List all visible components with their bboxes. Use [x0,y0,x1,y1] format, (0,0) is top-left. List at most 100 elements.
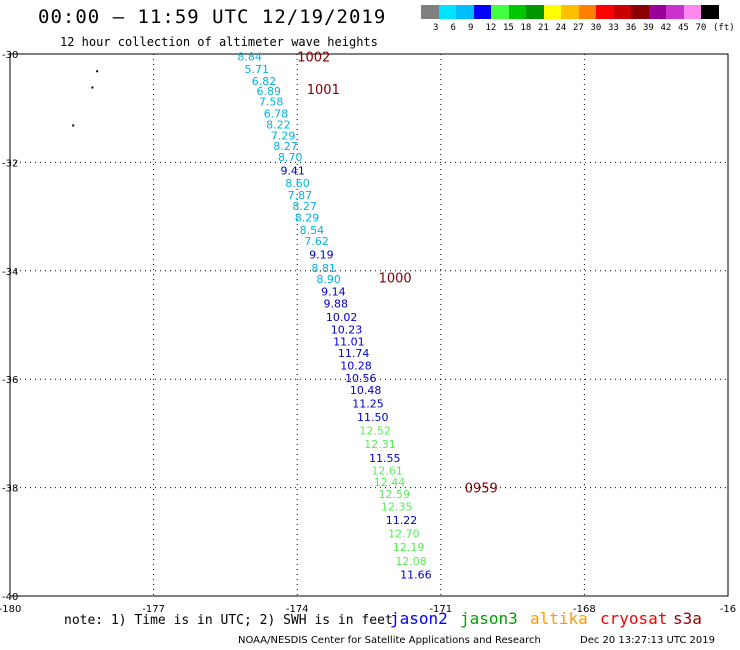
legend-swatch [561,5,579,19]
wave-height-label: 10.28 [340,360,372,373]
wave-height-label: 6.78 [264,108,289,121]
wave-height-label: 11.01 [333,335,365,348]
latitude-tick-label: -36 [2,375,18,386]
satellite-altika-label: altika [530,609,588,628]
legend-swatches [421,5,719,19]
page-subtitle: 12 hour collection of altimeter wave hei… [60,35,378,49]
legend-label: 70 [695,23,707,33]
generated-timestamp: Dec 20 13:27:13 UTC 2019 [580,635,715,646]
wave-height-label: 8.70 [278,151,303,164]
wave-height-label: 10.48 [350,384,382,397]
latitude-tick-label: -40 [2,592,18,603]
wave-height-label: 8.90 [316,273,341,286]
wave-height-label: 8.54 [300,224,325,237]
legend-label: 33 [608,23,619,33]
color-legend: 3 6 9 12 15 18 21 24 27 30 33 36 39 42 45 70 (ft) [421,5,735,33]
wave-height-label: 12.70 [388,528,420,541]
satellite-s3a-label: s3a [673,609,702,628]
wave-height-label: 10.56 [345,372,377,385]
island-mark [72,124,75,127]
legend-swatch [491,5,509,19]
wave-height-label: 11.25 [352,398,384,411]
wave-height-label: 5.71 [245,63,270,76]
pressure-label: 1002 [297,51,330,66]
legend-swatch [631,5,649,19]
wave-height-label: 9.19 [309,249,334,262]
wave-height-label: 12.61 [371,464,403,477]
map-frame [9,53,729,597]
wave-height-label: 8.60 [285,177,310,190]
legend-label: 42 [660,23,672,33]
satellite-jason2-label: jason2 [390,609,448,628]
legend-label: 30 [590,23,602,33]
longitude-tick-label: -16 [720,604,736,615]
legend-label: (ft) [713,23,735,33]
wave-height-label: 12.44 [374,476,406,489]
pressure-label: 1001 [307,83,340,98]
legend-swatch [421,5,439,19]
longitude-tick-label: -168 [573,604,596,615]
latitude-tick-label: -32 [2,158,18,169]
credit-text: NOAA/NESDIS Center for Satellite Applica… [238,635,541,646]
wave-height-label: 9.41 [280,165,305,178]
wave-height-label: 12.35 [381,501,413,514]
legend-swatch [456,5,474,19]
island-mark [96,70,99,73]
footer-note: note: 1) Time is in UTC; 2) SWH is in fe… [64,613,393,628]
legend-label: 24 [555,23,567,33]
legend-swatch [508,5,526,19]
wave-height-label: 12.59 [379,488,411,501]
legend-label: 18 [520,23,532,33]
wave-height-label: 12.19 [393,541,425,554]
wave-height-label: 8.84 [237,51,262,64]
legend-label: 27 [573,23,584,33]
latitude-tick-label: -34 [2,267,18,278]
satellite-cryosat-label: cryosat [600,609,668,628]
wave-height-label: 11.22 [386,514,418,527]
legend-swatch [666,5,684,19]
legend-label: 36 [625,23,637,33]
legend-label: 39 [643,23,654,33]
legend-swatch [683,5,701,19]
satellite-jason3-label: jason3 [460,609,518,628]
legend-label: 12 [485,23,497,33]
wave-height-label: 7.62 [304,235,329,248]
legend-swatch [526,5,544,19]
longitude-tick-label: -171 [429,604,452,615]
wave-height-label: 8.27 [292,200,317,213]
wave-height-label: 7.87 [288,189,313,202]
legend-label: 9 [468,23,474,33]
legend-labels: 3 6 9 12 15 18 21 24 27 30 33 36 39 42 45 70 (ft) [421,23,740,35]
longitude-tick-label: -174 [286,604,309,615]
wave-height-label: 6.82 [252,75,277,88]
legend-swatch [596,5,614,19]
island-mark [91,86,94,89]
wave-height-label: 10.02 [326,311,358,324]
legend-swatch [578,5,596,19]
wave-height-label: 8.22 [266,118,291,131]
wave-height-label: 9.88 [324,297,349,310]
legend-label: 3 [433,23,439,33]
latitude-tick-label: -38 [2,484,18,495]
wave-height-label: 7.29 [271,129,296,142]
page-title: 00:00 — 11:59 UTC 12/19/2019 [38,6,387,28]
wave-height-label: 8.29 [295,212,320,225]
legend-label: 21 [538,23,549,33]
legend-swatch [543,5,561,19]
longitude-tick-label: -177 [142,604,165,615]
latitude-tick-label: -30 [2,50,18,61]
longitude-tick-label: -180 [0,604,21,615]
legend-label: 45 [678,23,689,33]
wave-height-label: 11.50 [357,411,389,424]
legend-swatch [648,5,666,19]
wave-height-label: 11.66 [400,568,432,581]
wave-height-label: 8.81 [312,262,337,275]
legend-label: 15 [503,23,514,33]
wave-height-label: 12.52 [359,425,391,438]
legend-swatch [701,5,719,19]
legend-swatch [613,5,631,19]
pressure-label: 1000 [379,271,412,286]
wave-height-label: 11.74 [338,347,370,360]
wave-height-label: 7.58 [259,96,284,109]
